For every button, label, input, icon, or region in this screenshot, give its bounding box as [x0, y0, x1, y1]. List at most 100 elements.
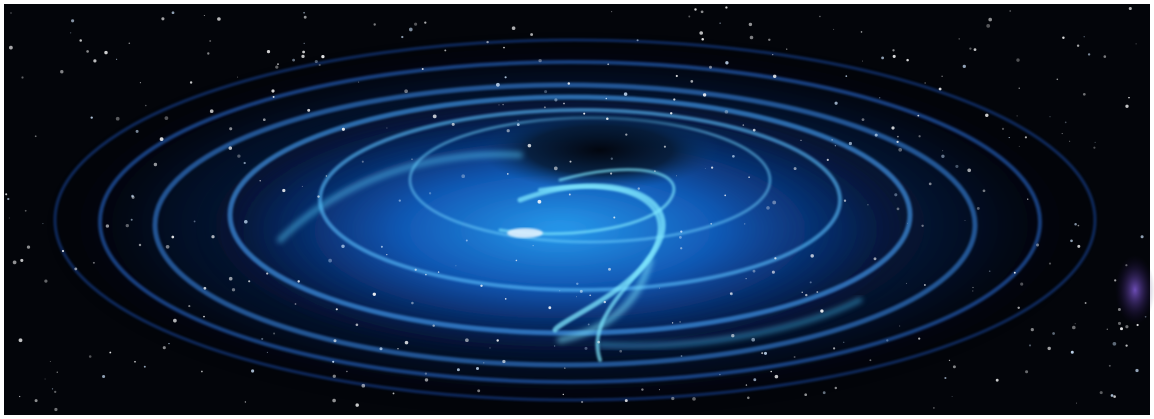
- star: [1048, 262, 1052, 265]
- star: [924, 82, 926, 84]
- star: [751, 337, 756, 342]
- star: [145, 104, 147, 107]
- star: [1030, 328, 1034, 332]
- star: [679, 321, 681, 323]
- star: [988, 17, 992, 22]
- star: [411, 158, 413, 160]
- star: [719, 373, 721, 376]
- star: [456, 368, 460, 372]
- funnel-strand: [498, 168, 676, 236]
- vortex: [50, 38, 1154, 410]
- star: [86, 50, 89, 53]
- star: [819, 15, 821, 18]
- star: [12, 260, 17, 265]
- star: [611, 11, 613, 13]
- star: [729, 292, 733, 295]
- star: [969, 47, 972, 50]
- star: [752, 269, 756, 273]
- star: [421, 68, 424, 70]
- star: [1087, 53, 1091, 56]
- star: [972, 286, 974, 289]
- star: [92, 261, 95, 264]
- star: [1069, 140, 1071, 142]
- star: [1018, 145, 1020, 147]
- star: [1049, 116, 1051, 118]
- star: [203, 15, 205, 16]
- star: [7, 197, 10, 201]
- star: [711, 166, 714, 169]
- star: [1074, 323, 1076, 325]
- ship: [507, 228, 543, 238]
- star: [44, 279, 48, 283]
- star: [675, 74, 678, 78]
- star: [294, 303, 297, 305]
- vortex-eye: [480, 110, 720, 190]
- star: [480, 284, 483, 288]
- star: [625, 133, 628, 136]
- star: [1125, 104, 1129, 108]
- star: [562, 393, 564, 396]
- star: [248, 280, 251, 283]
- star: [502, 103, 504, 106]
- funnel-strand: [557, 257, 653, 343]
- star: [74, 267, 78, 271]
- star: [583, 112, 586, 115]
- ring: [53, 38, 1097, 402]
- star: [424, 378, 429, 382]
- star: [729, 292, 733, 296]
- star: [680, 247, 683, 250]
- star: [380, 245, 383, 248]
- star: [277, 63, 279, 65]
- star: [237, 154, 241, 158]
- star: [303, 11, 305, 14]
- star: [680, 355, 683, 357]
- star: [171, 11, 175, 15]
- star: [831, 139, 833, 141]
- star: [361, 160, 364, 163]
- star: [165, 244, 170, 249]
- star: [168, 342, 170, 345]
- star: [1117, 308, 1121, 311]
- star: [164, 116, 169, 120]
- star: [679, 236, 682, 239]
- star: [763, 351, 768, 355]
- nebula-spot: [1115, 255, 1154, 325]
- star: [671, 396, 675, 401]
- star: [496, 339, 499, 342]
- star: [699, 31, 703, 35]
- star: [942, 150, 944, 152]
- star: [1013, 271, 1016, 274]
- star: [753, 378, 757, 382]
- star: [1027, 198, 1029, 200]
- star: [597, 340, 601, 344]
- star: [341, 244, 345, 249]
- star: [896, 140, 899, 144]
- star: [1017, 306, 1020, 310]
- star: [1074, 222, 1077, 226]
- star: [952, 365, 956, 369]
- star: [663, 145, 666, 148]
- star: [749, 35, 754, 40]
- star: [770, 370, 772, 373]
- star: [675, 175, 677, 177]
- swirl-arm: [597, 297, 863, 349]
- stars: [5, 6, 1147, 412]
- star: [941, 75, 943, 77]
- star: [1125, 264, 1128, 267]
- star: [694, 8, 697, 11]
- swirl-arm: [277, 151, 523, 243]
- star: [834, 101, 838, 105]
- star: [982, 189, 986, 193]
- ring: [318, 108, 842, 292]
- star: [938, 87, 942, 91]
- star: [228, 146, 233, 150]
- star: [516, 123, 520, 126]
- star: [266, 272, 269, 275]
- star: [881, 56, 885, 60]
- star: [744, 223, 746, 225]
- star: [332, 398, 336, 403]
- star: [20, 258, 24, 262]
- star: [921, 224, 924, 227]
